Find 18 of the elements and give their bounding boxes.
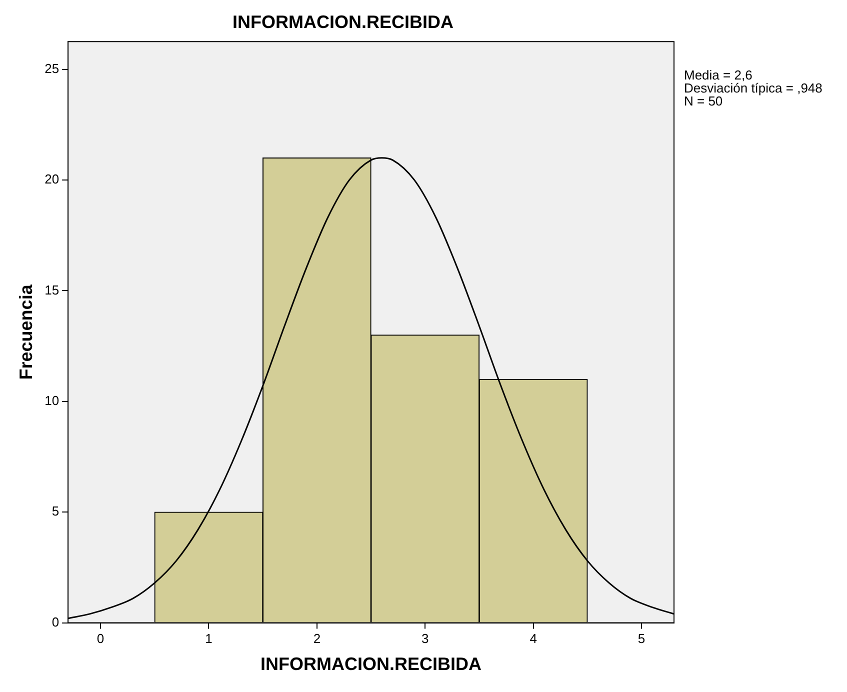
text: Media = 2,6 [684, 68, 752, 83]
x-tick-label: 2 [313, 631, 321, 646]
y-tick-label: 10 [44, 392, 60, 408]
y-axis-title: Frecuencia [16, 284, 36, 380]
chart-title: INFORMACION.RECIBIDA [232, 12, 454, 32]
x-tick-label: 1 [205, 631, 212, 646]
x-tick-label: 4 [530, 631, 537, 646]
y-tick-label: 0 [52, 614, 60, 630]
y-tick-label: 20 [44, 172, 60, 187]
y-tick-label: 5 [52, 504, 60, 519]
x-axis-title: INFORMACION.RECIBIDA [260, 654, 482, 674]
y-tick-label: 15 [44, 282, 60, 298]
y-tick-label: 25 [44, 60, 60, 76]
text: N = 50 [684, 94, 723, 109]
x-tick-label: 5 [638, 631, 646, 646]
x-tick-label: 3 [422, 631, 429, 646]
x-tick-label: 0 [96, 631, 104, 646]
text: Desviación típica = ,948 [684, 80, 822, 96]
